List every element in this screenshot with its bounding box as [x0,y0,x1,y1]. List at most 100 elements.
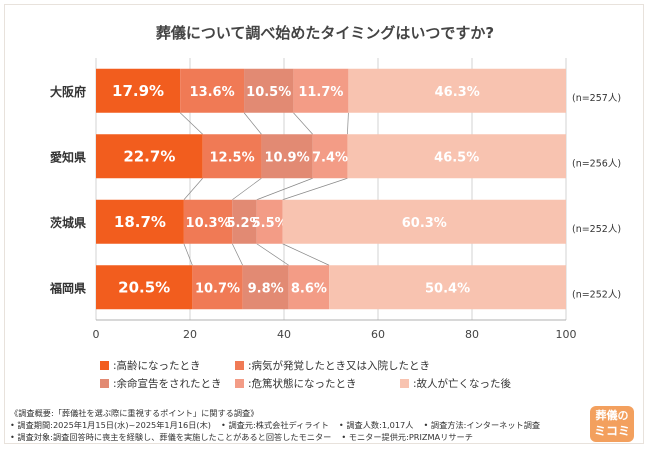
legend-row: :高齢になったとき :病気が発覚したとき又は入院したとき [100,358,620,376]
data-label: 11.7% [298,85,343,100]
data-label: 20.5% [118,278,170,296]
chart-title: 葬儀について調べ始めたタイミングはいつですか? [155,24,495,42]
connector-line [183,178,203,200]
bar-segment [312,134,348,179]
bar-segment [180,68,245,113]
data-label: 60.3% [402,216,447,231]
bar-segment [288,265,330,310]
data-label: 17.9% [112,82,164,100]
bar-segment [256,199,283,244]
survey-line: • 調査期間:2025年1月15日(水)~2025年1月16日(木) • 調査元:… [10,419,570,431]
data-label: 5.5% [252,216,288,231]
data-label: 5.2% [226,216,262,231]
connector-line [282,177,348,201]
bar-segment [232,199,257,244]
data-label: 46.5% [434,150,479,165]
legend-swatch [100,379,109,388]
data-label: 7.4% [312,150,348,165]
category-label: 福岡県 [49,280,86,295]
bar-segment [329,265,566,310]
sample-size-label: (n=252人) [572,289,621,300]
bar-segment [293,68,349,113]
connector-line [256,177,313,201]
x-tick-label: 60 [371,328,385,341]
connector-line [183,243,193,266]
sample-size-label: (n=256人) [572,158,621,169]
legend-swatch [400,379,409,388]
survey-overview: 《調査概要:「葬儀社を選ぶ際に重視するポイント」に関する調査》 • 調査期間:2… [10,407,570,443]
survey-target: • 調査対象:調査回答時に喪主を経験し、葬儀を実施したことがあると回答したモニタ… [10,432,332,442]
bar-segment [348,68,566,113]
data-label: 9.8% [248,281,284,296]
sample-size-label: (n=257人) [572,93,621,104]
bar-segment [96,265,193,310]
data-label: 13.6% [190,85,235,100]
survey-line: • 調査対象:調査回答時に喪主を経験し、葬儀を実施したことがあると回答したモニタ… [10,431,570,443]
legend-label: :余命宣告をされたとき [113,378,222,390]
logo-line1: 葬儀の [595,409,629,422]
bar-segment [242,265,289,310]
data-label: 8.6% [291,281,327,296]
bar-segment [96,199,184,244]
sample-size-label: (n=252人) [572,224,621,235]
bar-segment [183,199,233,244]
x-tick-label: 0 [93,328,100,341]
legend-swatch [235,379,244,388]
bar-segment [96,134,203,179]
legend-item-terminal: :余命宣告をされたとき [100,376,222,391]
x-tick-label: 40 [277,328,291,341]
bar-segment [96,68,181,113]
connector-line [256,243,289,266]
data-label: 10.9% [265,150,310,165]
bar-segment [202,134,262,179]
bar-segment [244,68,294,113]
legend-item-after-death: :故人が亡くなった後 [400,376,511,391]
connector-line [231,243,243,266]
category-label: 愛知県 [50,149,86,164]
bar-segment [347,134,566,179]
legend-swatch [100,361,109,370]
survey-heading: 《調査概要:「葬儀社を選ぶ際に重視するポイント」に関する調査》 [10,408,259,418]
survey-count: • 調査人数:1,017人 [338,420,414,430]
bar-segment [282,199,566,244]
connector-line [347,112,349,135]
connector-line [243,112,262,135]
x-tick-label: 100 [556,328,577,341]
legend-label: :故人が亡くなった後 [413,378,512,390]
data-label: 12.5% [210,150,255,165]
survey-period: • 調査期間:2025年1月15日(水)~2025年1月16日(木) [10,420,212,430]
data-label: 10.5% [246,85,291,100]
bar-segment [192,265,243,310]
data-label: 50.4% [425,281,470,296]
survey-line: 《調査概要:「葬儀社を選ぶ際に重視するポイント」に関する調査》 [10,407,570,419]
data-label: 18.7% [114,213,166,231]
connector-line [179,112,203,135]
legend-label: :高齢になったとき [113,360,201,372]
legend-swatch [235,361,244,370]
category-label: 茨城県 [50,215,86,230]
legend-item-illness: :病気が発覚したとき又は入院したとき [235,358,430,373]
category-label: 大阪府 [50,84,86,99]
survey-provider: • モニター提供元:PRIZMAリサーチ [341,432,473,442]
data-label: 10.3% [186,216,231,231]
connector-line [282,243,330,266]
data-label: 10.7% [195,281,240,296]
chart-frame [4,4,644,444]
data-label: 22.7% [123,147,175,165]
x-tick-label: 20 [183,328,197,341]
chart-legend: :高齢になったとき :病気が発覚したとき又は入院したとき :余命宣告をされたとき… [100,358,620,394]
survey-source: • 調査元:株式会社ディライト [221,420,329,430]
legend-row: :余命宣告をされたとき :危篤状態になったとき :故人が亡くなった後 [100,376,620,394]
x-tick-label: 80 [465,328,479,341]
connector-line [232,177,262,201]
legend-label: :病気が発覚したとき又は入院したとき [248,360,431,372]
logo-line2: ミコミ [593,424,630,438]
survey-method: • 調査方法:インターネット調査 [423,420,541,430]
bar-segment [261,134,313,179]
brand-logo: 葬儀の ミコミ [590,406,634,442]
data-label: 46.3% [435,85,480,100]
connector-line [293,112,313,135]
legend-label: :危篤状態になったとき [248,378,357,390]
legend-item-elderly: :高齢になったとき [100,358,201,373]
